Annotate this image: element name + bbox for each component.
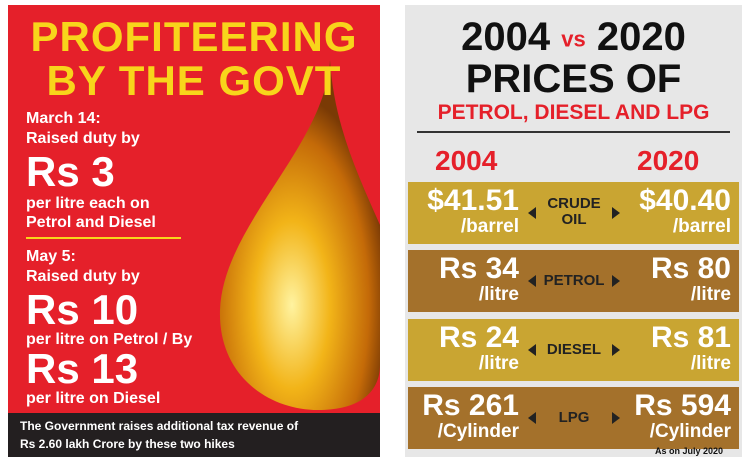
amount: Rs 10: [26, 286, 139, 333]
fuel-label-line: PETROL: [543, 272, 605, 289]
price-2020: Rs 81: [650, 321, 731, 354]
date: May 5:: [26, 248, 76, 265]
title: PRICES OF: [465, 57, 682, 101]
title-year: 2004: [461, 15, 551, 59]
footer-text: Rs 2.60 lakh Crore by these two hikes: [20, 437, 235, 451]
fuel-label-line: CRUDE: [547, 195, 601, 212]
title-vs: vs: [561, 26, 586, 52]
price-row: Rs 24/litre Rs 81/litre DIESEL: [408, 319, 739, 381]
note: As on July 2020: [655, 446, 724, 456]
arrow-left: [528, 275, 536, 287]
fuel-label: LPG: [538, 410, 610, 426]
arrow-right: [612, 344, 620, 356]
title: PROFITEERING: [30, 13, 358, 60]
unit-2020: /litre: [690, 353, 731, 374]
footer-text: The Government raises additional tax rev…: [20, 419, 299, 433]
title-year: 2020: [596, 15, 686, 59]
arrow-right: [612, 412, 620, 424]
price-row: Rs 261/Cylinder Rs 594/Cylinder LPG: [408, 387, 739, 449]
fuel-label-line: DIESEL: [546, 341, 602, 358]
detail: Petrol and Diesel: [26, 214, 156, 231]
subtitle: PETROL, DIESEL AND LPG: [437, 101, 710, 124]
divider: [26, 237, 181, 239]
year-header: 2004: [435, 145, 498, 176]
arrow-left: [528, 412, 536, 424]
action: Raised duty by: [26, 130, 140, 147]
detail: per litre on Diesel: [26, 390, 161, 407]
divider: [417, 131, 730, 133]
arrow-right: [612, 207, 620, 219]
price-2004: Rs 24: [438, 321, 519, 354]
price-row: Rs 34/litre Rs 80/litre PETROL: [408, 250, 739, 312]
unit-2004: /litre: [478, 353, 519, 374]
price-row: $41.51/barrel $40.40/barrel CRUDE OIL: [408, 182, 739, 244]
amount: Rs 3: [26, 148, 115, 195]
unit-2020: /litre: [690, 284, 731, 305]
fuel-label-line: OIL: [561, 211, 587, 228]
price-2020: $40.40: [639, 184, 731, 217]
price-2020: Rs 80: [650, 252, 731, 285]
detail: per litre on Petrol / By: [26, 331, 193, 348]
price-2004: Rs 34: [438, 252, 519, 285]
unit-2020: /barrel: [672, 216, 731, 237]
fuel-label: CRUDE OIL: [538, 196, 610, 228]
amount: Rs 13: [26, 345, 139, 392]
fuel-label-line: LPG: [558, 409, 590, 426]
fuel-label: PETROL: [538, 273, 610, 289]
price-2004: Rs 261: [422, 389, 519, 422]
title: BY THE GOVT: [46, 57, 342, 104]
fuel-label: DIESEL: [538, 342, 610, 358]
unit-2004: /litre: [478, 284, 519, 305]
title: 2004 vs 2020: [405, 15, 742, 60]
left-panel: PROFITEERING BY THE GOVT March 14: Raise…: [8, 5, 380, 457]
right-panel: 2004 vs 2020 PRICES OF PETROL, DIESEL AN…: [405, 5, 742, 457]
price-2020: Rs 594: [634, 389, 731, 422]
unit-2004: /Cylinder: [437, 421, 519, 442]
arrow-left: [528, 344, 536, 356]
date: March 14:: [26, 110, 101, 127]
price-2004: $41.51: [427, 184, 519, 217]
arrow-left: [528, 207, 536, 219]
unit-2004: /barrel: [460, 216, 519, 237]
unit-2020: /Cylinder: [649, 421, 731, 442]
arrow-right: [612, 275, 620, 287]
footer-bar: The Government raises additional tax rev…: [8, 413, 380, 457]
action: Raised duty by: [26, 268, 140, 285]
oil-drop: [219, 60, 380, 410]
year-header: 2020: [637, 145, 700, 176]
detail: per litre each on: [26, 195, 150, 212]
